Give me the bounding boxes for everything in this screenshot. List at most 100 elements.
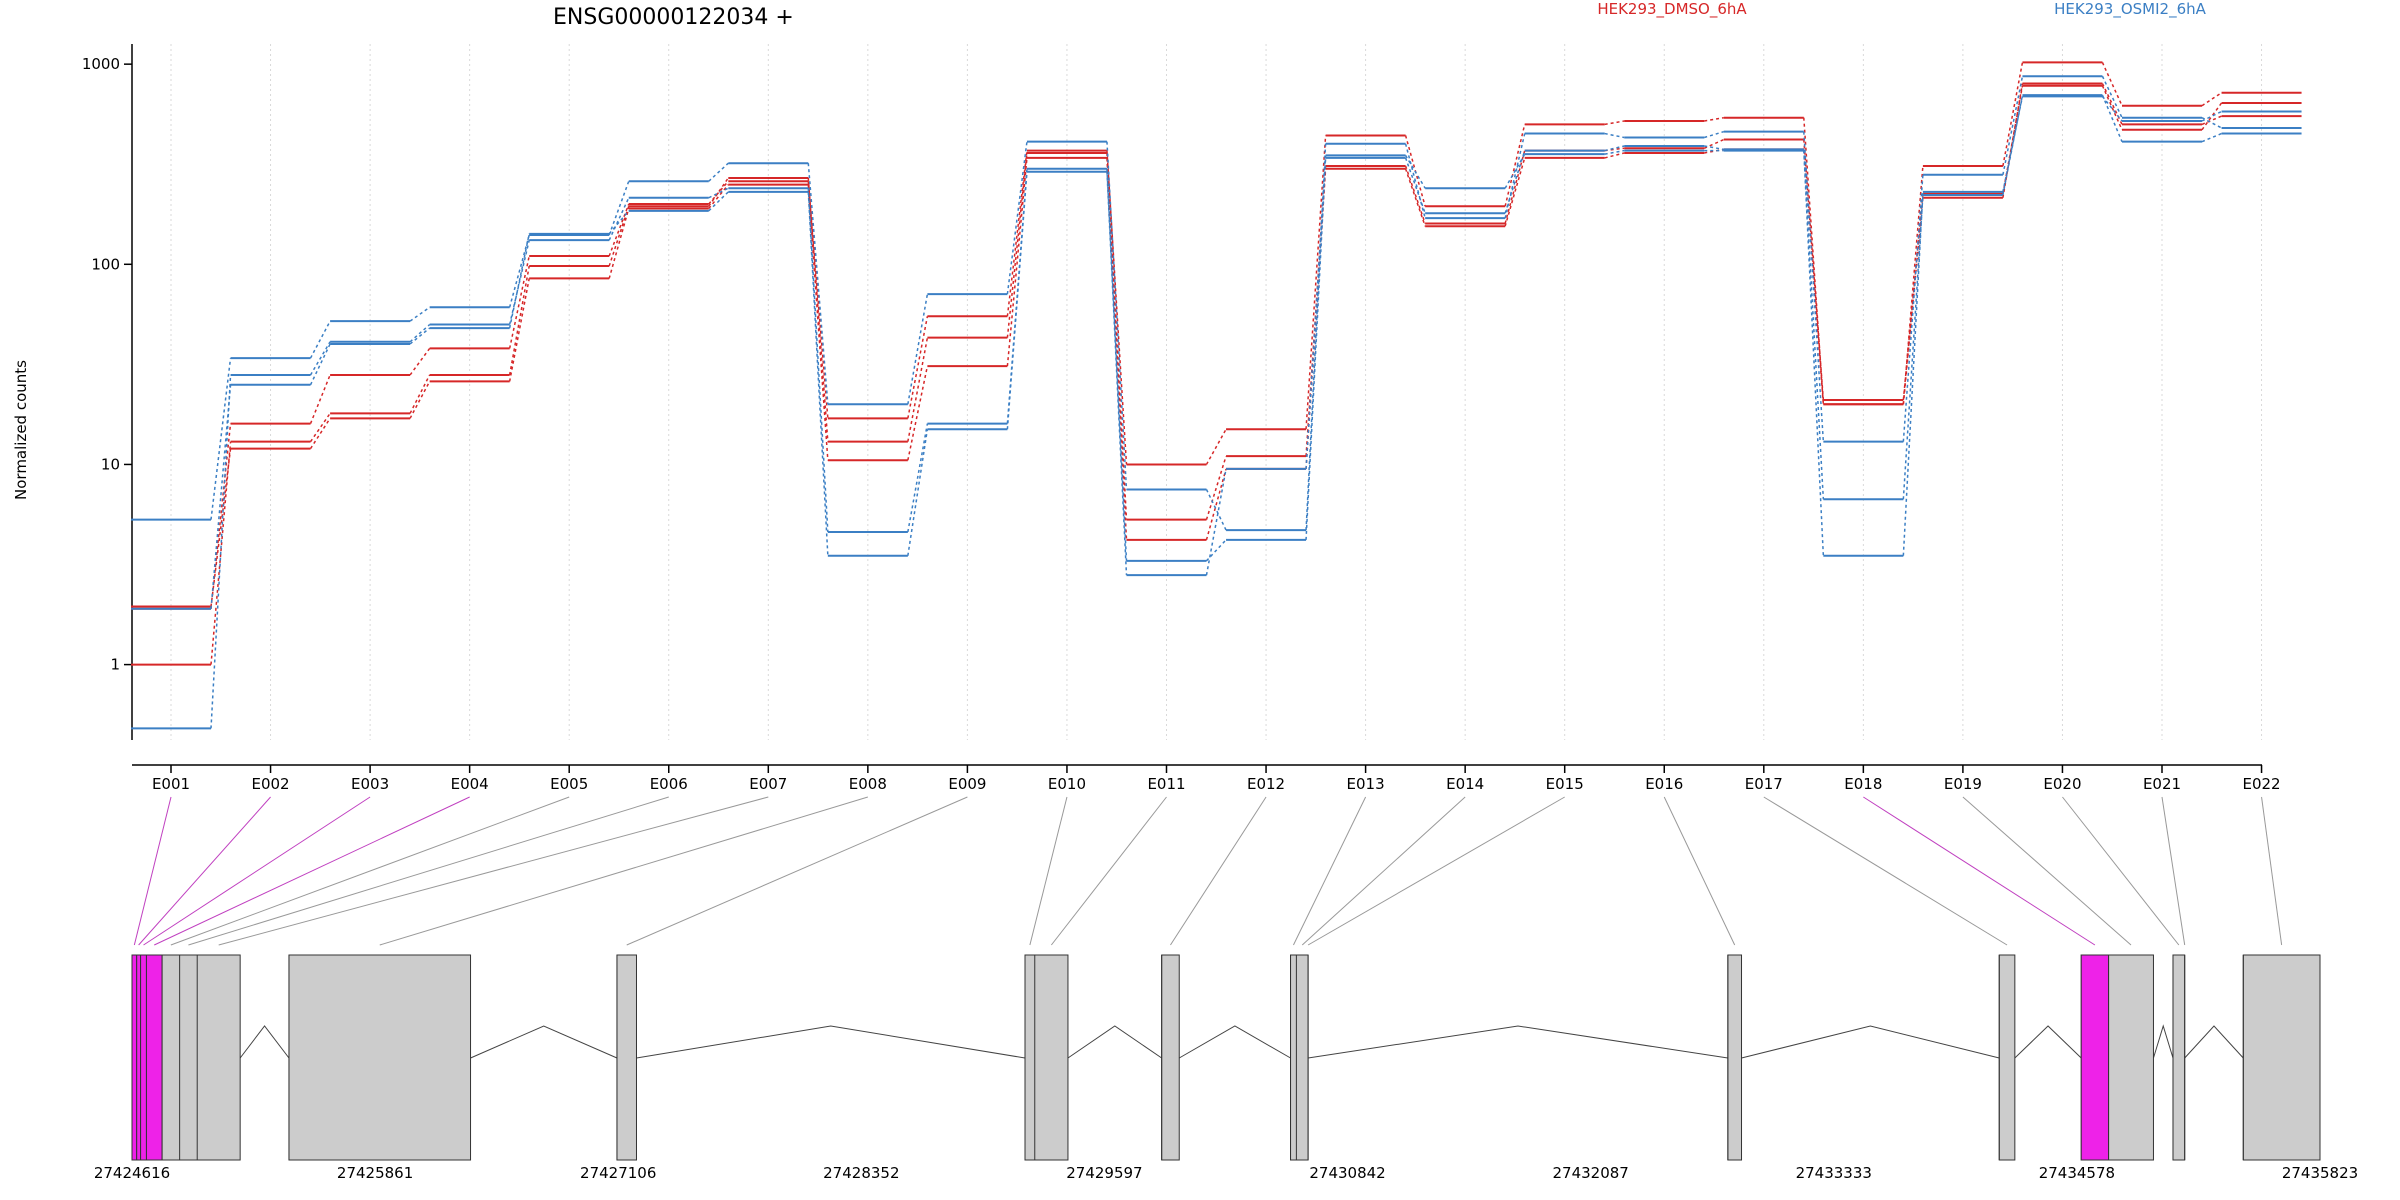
data-connector [708, 184, 729, 209]
data-connector [409, 327, 431, 345]
data-connector [608, 206, 630, 267]
data-connector [1704, 130, 1725, 139]
data-connector [708, 191, 729, 212]
data-connector [2201, 110, 2222, 122]
x-tick-label: E007 [749, 775, 787, 793]
grid [170, 44, 2263, 740]
intron [636, 1025, 1026, 1059]
data-connector [1902, 191, 1924, 556]
intron [1308, 1025, 1728, 1059]
exon-connector [143, 796, 371, 946]
intron [2152, 1024, 2174, 1059]
exon-block [288, 954, 472, 1161]
exon-connector [154, 796, 470, 946]
x-tick-label: E021 [2143, 775, 2181, 793]
genomic-tick-label: 27433333 [1796, 1164, 1872, 1182]
x-tick-label: E006 [650, 775, 688, 793]
data-connector [608, 203, 630, 257]
data-connector [2201, 92, 2222, 107]
data-connector [1902, 193, 1924, 401]
data-connector [1006, 150, 1028, 317]
data-connector [409, 323, 431, 343]
chart-title: ENSG00000122034 + [553, 5, 794, 30]
legend: HEK293_DMSO_6hA HEK293_OSMI2_6hA [1597, 0, 2206, 19]
exon-connector [138, 796, 271, 946]
exon-connector [1763, 796, 2008, 946]
data-connector [1205, 468, 1227, 576]
data-connector [210, 374, 232, 729]
data-connector [409, 347, 431, 376]
exon-connector [1293, 796, 1367, 946]
exon-block [2172, 954, 2186, 1161]
exon-connector [379, 796, 868, 946]
exon-connector [170, 796, 570, 946]
x-tick-label: E011 [1147, 775, 1185, 793]
genomic-tick-label: 27434578 [2039, 1164, 2115, 1182]
exon-connector [1962, 796, 2132, 946]
exon-highlight [140, 954, 147, 1161]
intron [239, 1025, 290, 1059]
data-connector [508, 255, 530, 349]
exon-highlight [2080, 954, 2110, 1161]
data-connector [1404, 155, 1426, 189]
intron [470, 1025, 618, 1059]
data-connector [1006, 171, 1028, 430]
exon-connector [1301, 796, 1466, 946]
data-connector [1803, 150, 1825, 556]
data-connector [807, 181, 829, 419]
data-connector [1006, 152, 1028, 338]
x-tick-label: E002 [251, 775, 289, 793]
intron [1178, 1025, 1291, 1059]
genomic-axis: 27424616 27425861 27427106 27428352 27429597… [94, 1164, 2358, 1182]
data-connector [1902, 174, 1924, 442]
data-connector [1006, 141, 1028, 295]
exon-connector [1307, 796, 1565, 946]
x-tick-label: E012 [1247, 775, 1285, 793]
legend-entry: HEK293_OSMI2_6hA [2054, 0, 2207, 19]
exon-connector [2161, 796, 2186, 946]
data-connector [309, 417, 331, 450]
x-tick-label: E001 [152, 775, 190, 793]
data-connector [1504, 133, 1526, 219]
series-HEK293_DMSO_6hA [131, 82, 2302, 608]
data-connector [1803, 131, 1825, 442]
gene-model [131, 954, 2321, 1161]
data-connector [708, 187, 729, 199]
data-connector [1106, 157, 1128, 540]
data-connector [907, 316, 929, 419]
series-HEK293_OSMI2_6hA [131, 95, 2302, 610]
x-tick-label: E003 [351, 775, 389, 793]
exon-connector [1029, 796, 1068, 946]
y-axis: 1 10 100 1000 [82, 44, 133, 740]
data-connector [1404, 157, 1426, 214]
data-connector [1106, 150, 1128, 465]
data-connector [1404, 165, 1426, 224]
exon-connector [188, 796, 669, 946]
data-connector [210, 448, 232, 607]
exon-block [1290, 954, 1309, 1161]
data-connector [1604, 149, 1625, 155]
data-connector [1504, 124, 1526, 207]
genomic-tick-label: 27427106 [580, 1164, 656, 1182]
y-tick-label: 100 [91, 255, 120, 273]
exon-connector [1863, 796, 2096, 946]
data-connector [1106, 171, 1128, 576]
exon-connector [133, 796, 172, 946]
x-axis: E001 E002 E003 E004 E005 E006 E007 E008 E009 E010… [132, 764, 2281, 793]
y-axis-label: Normalized counts [12, 360, 30, 500]
data-connector [907, 423, 929, 533]
data-connector [1902, 194, 1924, 500]
data-connector [1205, 539, 1227, 562]
y-tick-label: 1 [110, 656, 120, 674]
data-connector [508, 239, 530, 325]
data-connector [907, 293, 929, 405]
x-tick-label: E008 [849, 775, 887, 793]
exon-block [2242, 954, 2321, 1161]
data-connector [1703, 138, 1725, 149]
data-connector [608, 180, 630, 236]
exon-connector [2062, 796, 2180, 946]
x-tick-label: E009 [948, 775, 986, 793]
data-connector [309, 374, 331, 424]
genomic-tick-label: 27430842 [1309, 1164, 1385, 1182]
